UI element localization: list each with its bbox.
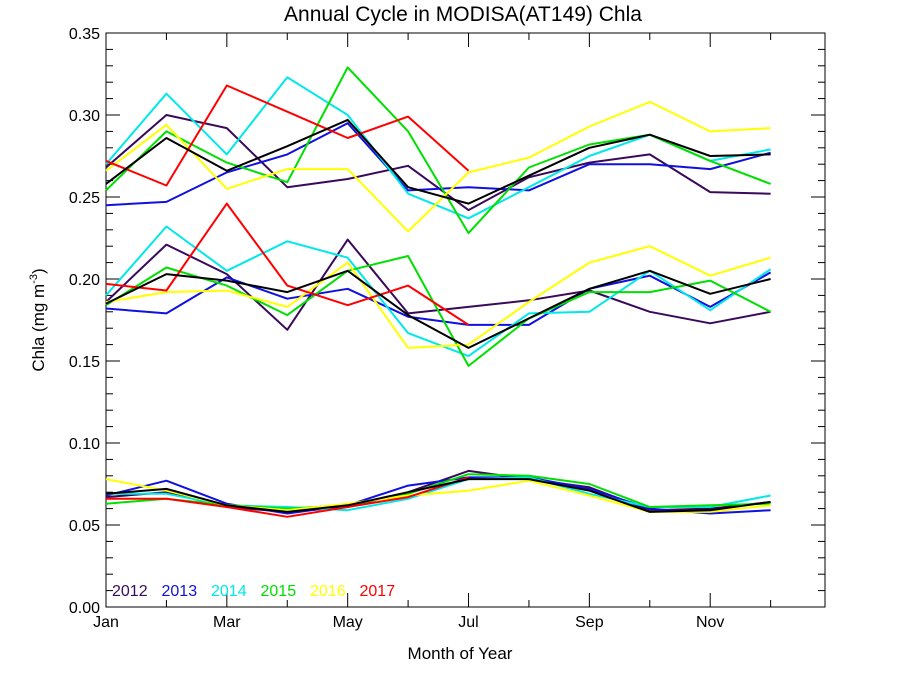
axis-ticks: 0.00 0.05 0.10 0.15 0.20 0.25 0.30 0.35 Jan Mar Ma…	[69, 26, 825, 631]
plot-frame	[105, 32, 826, 608]
series-line-2017-group-1	[105, 84, 470, 187]
x-axis-label: Month of Year	[408, 644, 513, 663]
plot-area	[105, 32, 826, 608]
y-axis-label: Chla (mg m-3)	[28, 268, 48, 371]
x-tick-label: Mar	[213, 614, 241, 631]
legend-entry-2012: 2012	[112, 583, 148, 600]
y-tick-label: 0.05	[69, 518, 100, 535]
series-line-2014-group-1	[105, 76, 771, 220]
y-tick-label: 0.30	[69, 108, 100, 125]
x-tick-label: Jul	[458, 614, 478, 631]
legend: 2012 2013 2014 2015 2016 2017	[112, 583, 395, 600]
legend-entry-2014: 2014	[211, 583, 247, 600]
series-line-2017-group-2	[105, 202, 470, 326]
series-line-2015-group-2	[105, 255, 772, 367]
y-axis-label-main: Chla (mg m	[29, 284, 48, 372]
y-tick-label: 0.15	[69, 354, 100, 371]
chart-title: Annual Cycle in MODISA(AT149) Chla	[284, 3, 642, 26]
y-tick-label: 0.35	[69, 26, 100, 43]
series-line-2015-group-3	[105, 473, 771, 510]
series-line-2015-group-1	[105, 66, 771, 235]
x-tick-label: May	[333, 614, 363, 631]
x-tick-label: Sep	[575, 614, 604, 631]
y-axis-label-superscript: -3	[28, 274, 40, 284]
series-line-mean-group-2	[105, 269, 771, 349]
x-tick-label: Nov	[696, 614, 724, 631]
legend-entry-2013: 2013	[162, 583, 198, 600]
series-line-2017-group-3	[106, 476, 469, 518]
series-line-mean-group-3	[105, 478, 771, 513]
series-line-2016-group-1	[105, 100, 771, 233]
series-line-2013-group-3	[105, 476, 771, 515]
y-tick-label: 0.20	[69, 272, 100, 289]
legend-entry-2015: 2015	[261, 583, 297, 600]
legend-entry-2016: 2016	[310, 583, 346, 600]
x-tick-label: Jan	[93, 614, 119, 631]
series-line-2013-group-1	[105, 122, 771, 207]
y-tick-label: 0.00	[69, 600, 100, 617]
y-tick-label: 0.25	[69, 190, 100, 207]
series-line-2014-group-2	[105, 225, 772, 358]
series-layer	[105, 66, 772, 518]
y-axis-label-suffix: )	[29, 268, 48, 274]
series-line-mean-group-1	[105, 118, 771, 205]
legend-entry-2017: 2017	[360, 583, 396, 600]
y-tick-label: 0.10	[69, 436, 100, 453]
series-line-2016-group-2	[105, 245, 771, 349]
